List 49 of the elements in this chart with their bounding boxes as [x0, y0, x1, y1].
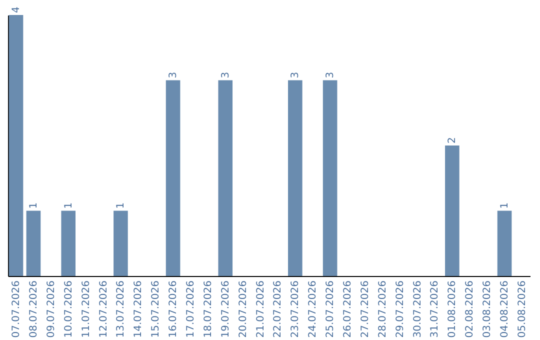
x-tick-label: 31.07.2026 [430, 280, 441, 338]
x-tick-label: 29.07.2026 [394, 280, 406, 338]
x-tick-label: 11.07.2026 [80, 280, 92, 338]
bar [26, 210, 41, 276]
x-tick-label: 27.07.2026 [360, 280, 371, 338]
x-tick-label: 24.07.2026 [308, 280, 319, 338]
data-label: 1 [500, 202, 511, 209]
x-tick-label: 10.07.2026 [63, 280, 74, 338]
x-tick-label: 07.07.2026 [11, 280, 22, 338]
x-tick-label: 08.07.2026 [28, 280, 40, 338]
data-label: 1 [63, 202, 74, 209]
x-tick-label: 19.07.2026 [220, 280, 232, 338]
x-tick-label: 22.07.2026 [272, 280, 284, 338]
x-tick-label: 23.07.2026 [290, 280, 302, 338]
x-tick-label: 16.07.2026 [168, 280, 180, 338]
bar [497, 210, 512, 276]
x-tick-label: 21.07.2026 [255, 280, 266, 338]
x-tick-label: 17.07.2026 [185, 280, 196, 338]
bar [288, 80, 302, 276]
data-label: 4 [11, 6, 22, 13]
x-tick-label: 30.07.2026 [412, 280, 424, 338]
bar [218, 80, 233, 276]
data-label: 3 [220, 72, 232, 78]
x-tick-label: 03.08.2026 [482, 280, 494, 338]
x-tick-label: 01.08.2026 [447, 280, 458, 338]
x-tick-label: 02.08.2026 [464, 280, 476, 338]
x-tick-label: 04.08.2026 [500, 280, 511, 338]
data-label: 3 [325, 72, 336, 78]
x-tick-label: 20.07.2026 [238, 280, 249, 338]
bar [114, 210, 128, 276]
bar [322, 80, 338, 276]
x-tick-label: 25.07.2026 [325, 280, 336, 338]
data-label: 1 [28, 202, 40, 209]
bar [61, 210, 76, 276]
data-label: 3 [290, 72, 302, 78]
x-tick-label: 28.07.2026 [377, 280, 388, 338]
data-label: 1 [116, 202, 127, 209]
x-tick-label: 13.07.2026 [116, 280, 127, 338]
x-tick-label: 12.07.2026 [98, 280, 110, 338]
x-tick-label: 15.07.2026 [150, 280, 162, 338]
data-label: 3 [168, 72, 180, 78]
x-tick-label: 14.07.2026 [133, 280, 144, 338]
x-tick-label: 18.07.2026 [202, 280, 214, 338]
x-tick-label: 26.07.2026 [342, 280, 354, 338]
x-tick-label: 05.08.2026 [516, 280, 528, 338]
bar [445, 146, 460, 276]
data-label: 2 [447, 137, 458, 144]
x-tick-label: 09.07.2026 [46, 280, 57, 338]
bar [166, 80, 180, 276]
